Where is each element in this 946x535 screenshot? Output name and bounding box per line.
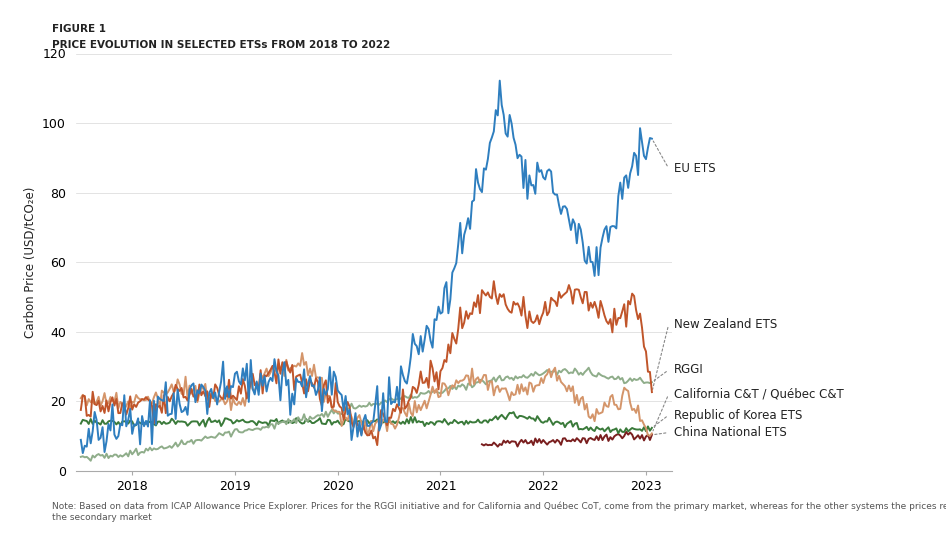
Text: FIGURE 1: FIGURE 1 bbox=[52, 24, 106, 34]
Text: Note: Based on data from ICAP Allowance Price Explorer. Prices for the RGGI init: Note: Based on data from ICAP Allowance … bbox=[52, 502, 946, 522]
Text: China National ETS: China National ETS bbox=[674, 426, 786, 439]
Text: RGGI: RGGI bbox=[674, 363, 704, 377]
Text: EU ETS: EU ETS bbox=[674, 162, 715, 175]
Text: New Zealand ETS: New Zealand ETS bbox=[674, 318, 777, 331]
Text: Republic of Korea ETS: Republic of Korea ETS bbox=[674, 409, 802, 422]
Text: California C&T / Québec C&T: California C&T / Québec C&T bbox=[674, 388, 844, 401]
Y-axis label: Carbon Price (USD/tCO₂e): Carbon Price (USD/tCO₂e) bbox=[24, 187, 37, 338]
Text: PRICE EVOLUTION IN SELECTED ETSs FROM 2018 TO 2022: PRICE EVOLUTION IN SELECTED ETSs FROM 20… bbox=[52, 40, 391, 50]
